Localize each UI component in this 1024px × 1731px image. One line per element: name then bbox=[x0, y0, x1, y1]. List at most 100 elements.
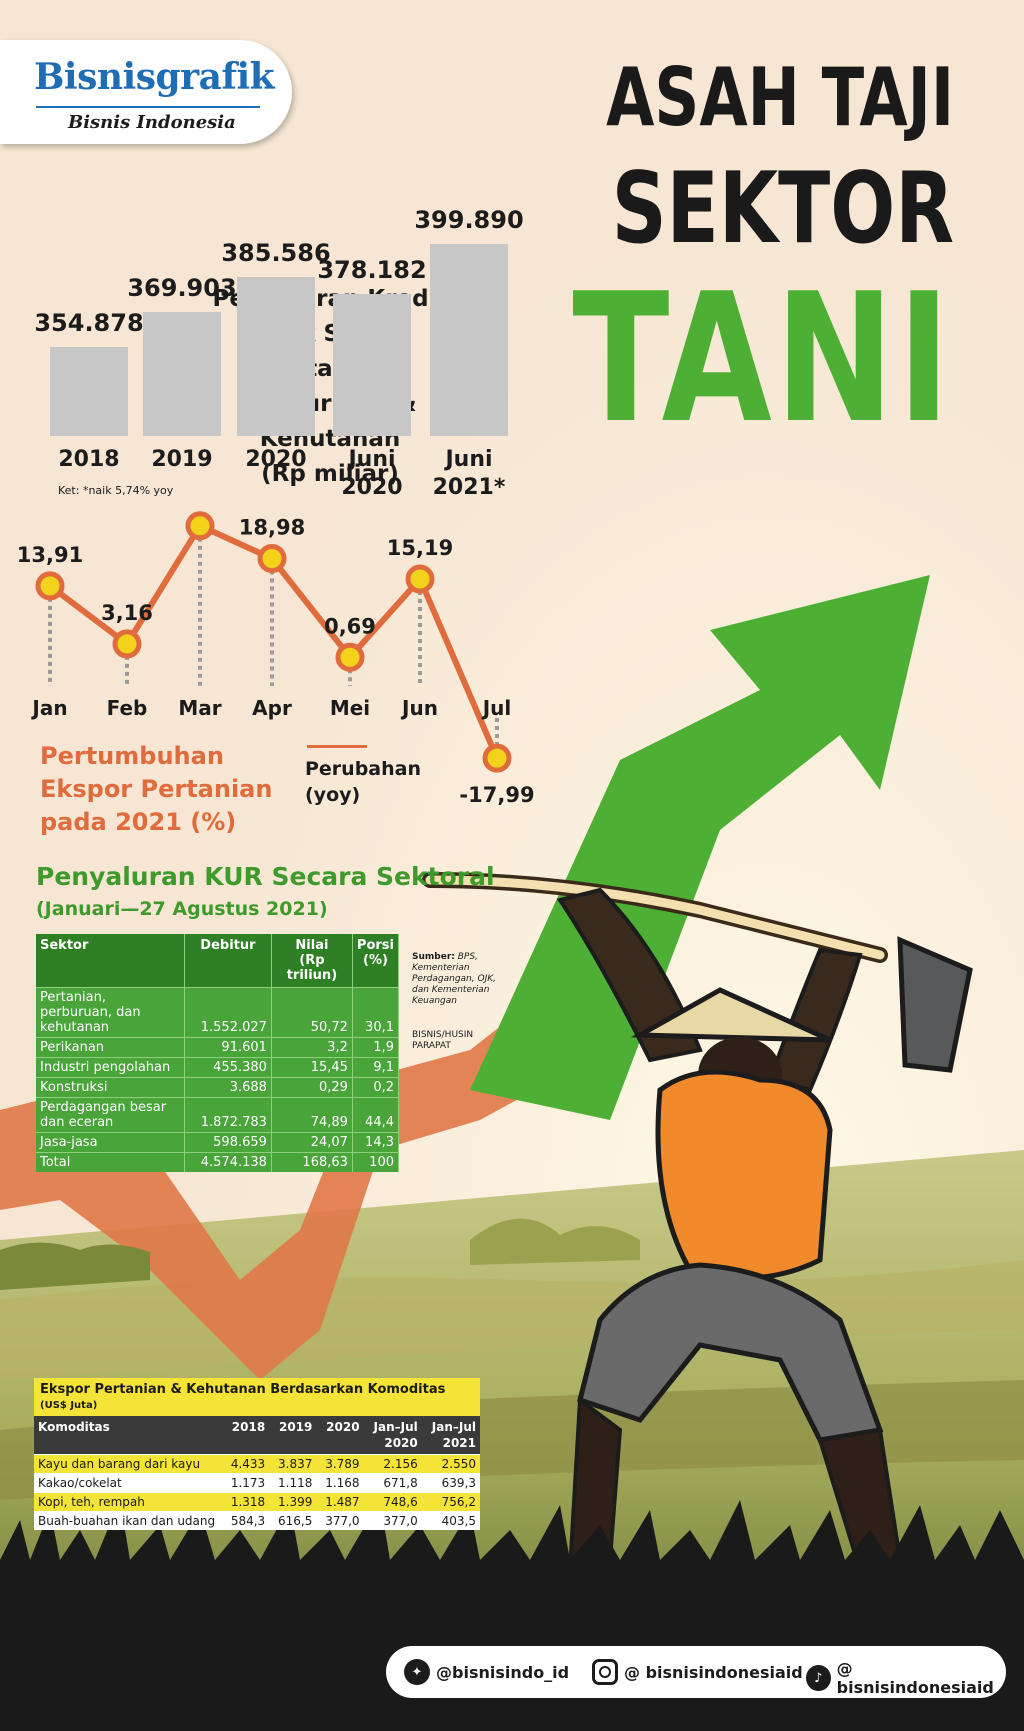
line-chart-title: Pertumbuhan Ekspor Pertanian pada 2021 (… bbox=[40, 742, 273, 836]
export-col-header: Jan–Jul 2020 bbox=[363, 1416, 422, 1455]
bar-category-label: 2019 bbox=[151, 447, 213, 472]
export-cell: 2.550 bbox=[421, 1454, 480, 1474]
twitter-icon: ✦ bbox=[404, 1659, 430, 1685]
kur-cell: 1,9 bbox=[352, 1037, 400, 1058]
export-col-header: 2018 bbox=[222, 1416, 270, 1455]
kur-row: Konstruksi 3.688 0,29 0,2 bbox=[36, 1077, 400, 1098]
export-table-title-text: Ekspor Pertanian & Kehutanan Berdasarkan… bbox=[40, 1382, 446, 1397]
line-category-label: Feb bbox=[107, 696, 148, 720]
line-category-label: Jun bbox=[400, 696, 438, 720]
headline-line-2: SEKTOR bbox=[611, 152, 954, 266]
bar-4 bbox=[430, 244, 508, 436]
kur-col-header: Porsi (%) bbox=[352, 934, 400, 988]
kur-row: Perikanan 91.601 3,2 1,9 bbox=[36, 1037, 400, 1058]
line-chart-legend-swatch bbox=[307, 745, 367, 748]
kur-col-header: Sektor bbox=[36, 934, 185, 988]
line-value-label: -17,99 bbox=[459, 783, 534, 807]
bar-chart-title-line: (Rp miliar) bbox=[261, 461, 399, 487]
kur-cell: 9,1 bbox=[352, 1057, 400, 1078]
bar-2 bbox=[237, 276, 315, 436]
headline-line-3: TANI bbox=[572, 255, 954, 462]
export-row: Kayu dan barang dari kayu 4.433 3.837 3.789… bbox=[34, 1454, 480, 1474]
export-col-header: 2019 bbox=[269, 1416, 317, 1455]
kur-row: Pertanian, perburuan, dan kehutanan 1.552… bbox=[36, 987, 400, 1038]
export-row: Buah-buahan ikan dan udang 584,3 616,5 377,… bbox=[34, 1511, 480, 1530]
line-category-label: Mei bbox=[330, 696, 370, 720]
kur-cell: Perdagangan besar dan eceran bbox=[36, 1097, 185, 1133]
credit-note: BISNIS/HUSIN PARAPAT bbox=[412, 1030, 474, 1051]
kur-cell: 0,29 bbox=[271, 1077, 353, 1098]
kur-cell: 168,63 bbox=[271, 1152, 353, 1172]
export-cell: 1.399 bbox=[269, 1492, 317, 1512]
social-twitter[interactable]: ✦ @bisnisindo_id bbox=[404, 1659, 569, 1685]
export-cell: Buah-buahan ikan dan udang bbox=[34, 1511, 222, 1530]
bar-0 bbox=[50, 346, 128, 436]
export-cell: 377,0 bbox=[363, 1511, 422, 1530]
export-cell: 2.156 bbox=[363, 1454, 422, 1474]
line-point bbox=[185, 511, 215, 541]
brand-divider bbox=[36, 106, 260, 108]
export-cell: 748,6 bbox=[363, 1492, 422, 1512]
bar-category-label: Juni 2021* bbox=[432, 447, 506, 500]
export-cell: 756,2 bbox=[421, 1492, 480, 1512]
source-label: Sumber: bbox=[412, 952, 455, 962]
export-header-row: Komoditas 2018 2019 2020 Jan–Jul 2020 Ja… bbox=[34, 1416, 480, 1455]
social-handle: @ bisnisindonesiaid bbox=[836, 1659, 994, 1697]
bar-value-label: 399.890 bbox=[414, 206, 524, 235]
export-cell: 1.173 bbox=[222, 1473, 270, 1493]
export-cell: 4.433 bbox=[222, 1454, 270, 1474]
kur-header-row: Sektor Debitur Nilai (Rp triliun) Porsi … bbox=[36, 934, 400, 988]
bar-category-label: Juni 2020 bbox=[341, 447, 403, 500]
brand-name: Bisnisgrafik bbox=[34, 56, 275, 98]
kur-cell: Industri pengolahan bbox=[36, 1057, 185, 1078]
export-cell: Kakao/cokelat bbox=[34, 1473, 222, 1493]
export-cell: 403,5 bbox=[421, 1511, 480, 1530]
kur-table: Sektor Debitur Nilai (Rp triliun) Porsi … bbox=[36, 934, 400, 1172]
kur-col-header: Nilai (Rp triliun) bbox=[271, 934, 353, 988]
kur-cell: Total bbox=[36, 1152, 185, 1172]
export-row: Kopi, teh, rempah 1.318 1.399 1.487 748,6 756… bbox=[34, 1492, 480, 1512]
social-bar: ✦ @bisnisindo_id @ bisnisindonesiaid ♪ @… bbox=[386, 1646, 1006, 1698]
export-cell: 584,3 bbox=[222, 1511, 270, 1530]
export-table: Komoditas 2018 2019 2020 Jan–Jul 2020 Ja… bbox=[34, 1416, 480, 1530]
export-cell: 377,0 bbox=[316, 1511, 364, 1530]
brand-subtitle: Bisnis Indonesia bbox=[68, 112, 236, 133]
export-cell: 3.837 bbox=[269, 1454, 317, 1474]
brand-logo: Bisnisgrafik Bisnis Indonesia bbox=[0, 40, 292, 144]
kur-cell: Konstruksi bbox=[36, 1077, 185, 1098]
kur-cell: 0,2 bbox=[352, 1077, 400, 1098]
bar-value-label: 378.182 bbox=[317, 255, 427, 284]
social-tiktok[interactable]: ♪ @ bisnisindonesiaid bbox=[806, 1659, 1006, 1697]
line-chart-legend: Perubahan (yoy) bbox=[305, 758, 422, 806]
export-cell: 1.487 bbox=[316, 1492, 364, 1512]
kur-cell: Perikanan bbox=[36, 1037, 185, 1058]
instagram-icon bbox=[592, 1659, 618, 1685]
kur-col-header: Debitur bbox=[184, 934, 272, 988]
export-cell: Kopi, teh, rempah bbox=[34, 1492, 222, 1512]
export-table-panel: Ekspor Pertanian & Kehutanan Berdasarkan… bbox=[34, 1378, 480, 1530]
line-value-label: 3,16 bbox=[101, 601, 153, 625]
kur-row: Total 4.574.138 168,63 100 bbox=[36, 1152, 400, 1172]
bar-category-label: 2020 bbox=[245, 447, 307, 472]
headline-line-1: ASAH TAJI bbox=[606, 51, 954, 144]
kur-cell: 30,1 bbox=[352, 987, 400, 1038]
source-note: Sumber: BPS, Kementerian Perdagangan, OJ… bbox=[412, 952, 502, 1007]
kur-cell: 91.601 bbox=[184, 1037, 272, 1058]
export-cell: Kayu dan barang dari kayu bbox=[34, 1454, 222, 1474]
kur-cell: 598.659 bbox=[184, 1132, 272, 1153]
line-value-label: 15,19 bbox=[387, 536, 453, 560]
export-row: Kakao/cokelat 1.173 1.118 1.168 671,8 639,3 bbox=[34, 1473, 480, 1493]
social-handle: @ bisnisindonesiaid bbox=[624, 1662, 803, 1682]
kur-cell: 100 bbox=[352, 1152, 400, 1172]
export-growth-line-chart: Jan13,91Feb3,16Mar25,04Apr18,98Mei0,69Ju… bbox=[17, 511, 535, 807]
bar-category-label: 2018 bbox=[58, 447, 120, 472]
bar-3 bbox=[333, 293, 411, 436]
line-point bbox=[112, 629, 142, 659]
source-text: BPS, Kementerian Perdagangan, OJK, dan K… bbox=[412, 952, 496, 1006]
kur-row: Industri pengolahan 455.380 15,45 9,1 bbox=[36, 1057, 400, 1078]
line-category-label: Jan bbox=[30, 696, 67, 720]
export-table-unit: (US$ Juta) bbox=[40, 1400, 98, 1411]
social-instagram[interactable]: @ bisnisindonesiaid bbox=[592, 1659, 803, 1685]
kur-cell: Pertanian, perburuan, dan kehutanan bbox=[36, 987, 185, 1038]
export-cell: 671,8 bbox=[363, 1473, 422, 1493]
